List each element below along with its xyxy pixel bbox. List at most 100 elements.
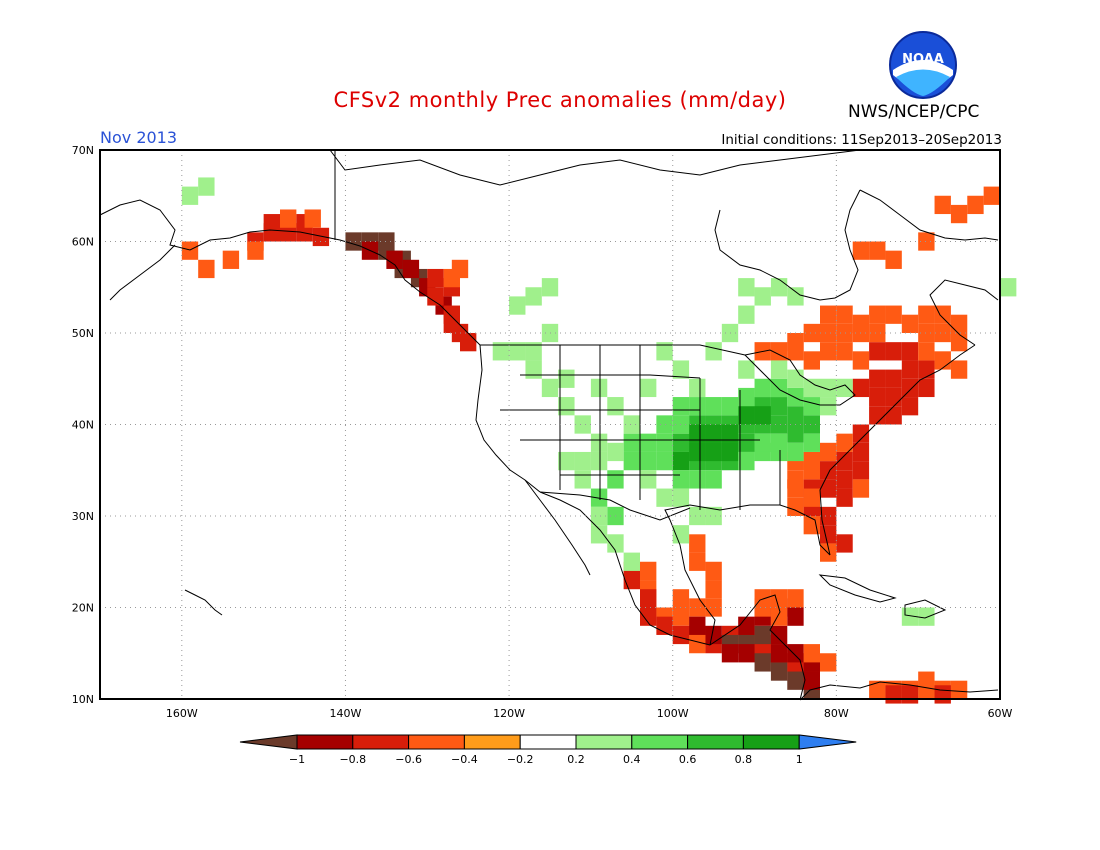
anomaly-cell-northeast-us — [852, 442, 870, 462]
anomaly-cell-central-us-darkgreen — [721, 442, 739, 462]
anomaly-cell-alaska-coast-orange — [451, 259, 469, 279]
anomaly-cell-northeast-us — [918, 360, 935, 379]
anomaly-cell-labrador-orange — [967, 195, 984, 215]
anomaly-cell-central-us-darkgreen — [689, 442, 706, 462]
anomaly-cell-bc-coast — [427, 287, 444, 306]
lat-tick-label: 20N — [72, 602, 94, 615]
anomaly-cell-northeast-us — [885, 342, 902, 361]
longitude-labels: 160W 140W 120W 100W 80W 60W — [166, 707, 1013, 720]
anomaly-cell-alaska-panhandle-dry — [386, 250, 403, 269]
colorbar-bin — [575, 734, 633, 750]
anomaly-cell-west-us-lightgreen — [656, 342, 673, 361]
anomaly-cell-southeast-orange — [803, 516, 820, 535]
anomaly-cell-west-us-lightgreen — [574, 451, 591, 471]
anomaly-cell-alaska-south-coast — [263, 214, 280, 233]
anomaly-cell-west-us-lightgreen — [787, 369, 804, 388]
coastline-cuba — [818, 574, 897, 603]
anomaly-cell-west-us-lightgreen — [607, 534, 624, 553]
anomaly-cell-central-america-darkred — [787, 644, 804, 663]
anomaly-cell-labrador-orange — [950, 204, 968, 224]
coastline-arctic — [329, 149, 861, 186]
anomaly-cell-quebec-orange — [950, 360, 968, 379]
coastline-alaska — [99, 199, 481, 346]
anomaly-cell-quebec-orange — [803, 323, 820, 343]
anomaly-cell-west-us-lightgreen — [541, 378, 559, 398]
anomaly-cell-northeast-us — [869, 406, 886, 425]
lon-tick-label: 140W — [330, 707, 362, 720]
graticule — [100, 150, 1000, 699]
anomaly-cell-yucatan-orange — [770, 589, 788, 608]
anomaly-cell-central-us-darkgreen — [672, 451, 690, 471]
anomaly-cell-alaska-panhandle — [378, 232, 395, 251]
anomaly-cell-central-america-darkred — [689, 616, 706, 635]
anomaly-cell-alaska-coast-orange — [222, 250, 240, 269]
anomaly-cell-northeast-us — [885, 406, 902, 425]
lat-tick-label: 40N — [72, 419, 94, 432]
anomaly-cell-great-plains-medgreen — [656, 415, 673, 434]
anomaly-cell-central-america-darkred — [803, 671, 820, 690]
anomaly-cell-west-us-lightgreen — [623, 552, 640, 571]
anomaly-cell-quebec-orange — [934, 351, 951, 370]
anomaly-cell-mexico-west-orange — [689, 534, 706, 553]
anomaly-cell-west-us-lightgreen — [525, 287, 542, 306]
anomaly-cell-great-plains-medgreen — [754, 378, 771, 398]
anomaly-cell-great-plains-medgreen — [738, 451, 755, 471]
anomaly-cell-labrador-orange — [869, 241, 886, 260]
anomaly-cell-west-us-lightgreen — [689, 506, 706, 526]
anomaly-cell-mexico-south-red — [640, 607, 657, 626]
anomaly-cell-great-plains-medgreen — [640, 451, 657, 471]
anomaly-cell-west-us-lightgreen — [820, 378, 837, 398]
coastline-hudson-bay — [714, 189, 861, 301]
anomaly-cell-west-us-lightgreen — [787, 287, 804, 306]
lat-tick-label: 50N — [72, 327, 94, 340]
anomaly-cell-west-us-lightgreen — [640, 470, 657, 489]
colorbar-label: 0.6 — [679, 753, 697, 766]
lat-tick-label: 30N — [72, 510, 94, 523]
anomaly-cell-alaska-coast-orange — [181, 241, 199, 260]
anomaly-cell-west-us-lightgreen — [590, 506, 608, 526]
anomaly-cell-great-plains-medgreen — [672, 397, 690, 416]
anomaly-cell-northeast-us — [885, 369, 902, 388]
anomaly-cell-west-us-lightgreen — [590, 451, 608, 471]
anomaly-cell-mexico-south-red — [623, 570, 640, 590]
anomaly-cell-bc-coast — [427, 268, 444, 288]
colorbar-label: 0.8 — [735, 753, 753, 766]
anomaly-cell-southeast-us — [836, 534, 853, 553]
anomaly-cell-west-us-lightgreen — [738, 360, 755, 379]
anomaly-cell-west-us-lightgreen — [558, 451, 575, 471]
anomaly-cell-west-us-lightgreen — [738, 278, 755, 297]
anomaly-cell-central-us-green — [803, 415, 820, 434]
anomaly-cell-west-us-lightgreen — [705, 342, 722, 361]
anomaly-cell-quebec-orange — [820, 323, 837, 343]
anomaly-cell-southeast-orange — [803, 451, 820, 471]
coastline-baja — [524, 479, 591, 576]
colorbar-bin — [296, 734, 354, 750]
anomaly-cell-quebec-orange — [950, 314, 968, 333]
anomaly-cell-southeast-orange — [820, 442, 837, 462]
forecast-month: Nov 2013 — [100, 128, 178, 147]
anomaly-cell-west-us-lightgreen — [689, 378, 706, 398]
coastline-south-america — [799, 681, 999, 701]
anomaly-cell-mexico-west-orange — [705, 598, 722, 617]
lat-tick-label: 10N — [72, 693, 94, 706]
anomaly-cell-great-plains-medgreen — [607, 470, 624, 489]
anomaly-cell-northeast-us — [901, 378, 919, 398]
colorbar-bin — [519, 734, 577, 750]
anomaly-cell-quebec-orange — [820, 342, 837, 361]
coastline-mexico-west — [539, 491, 711, 646]
anomaly-cell-west-us-lightgreen — [492, 342, 510, 361]
anomaly-cell-great-plains-medgreen — [754, 433, 771, 452]
coastline-hispaniola — [904, 599, 947, 619]
anomaly-cell-quebec-orange — [934, 323, 951, 343]
anomaly-cell-west-us-lightgreen — [509, 296, 526, 315]
anomaly-cell-great-plains-medgreen — [656, 451, 673, 471]
colorbar-label: −0.6 — [395, 753, 422, 766]
anomaly-cell-great-plains-medgreen — [721, 397, 739, 416]
anomaly-cells — [181, 177, 1017, 704]
anomaly-cell-west-us-lightgreen — [198, 177, 215, 196]
anomaly-cell-central-america-brown — [787, 671, 804, 690]
colorbar-label: −0.8 — [339, 753, 366, 766]
lon-tick-label: 160W — [166, 707, 198, 720]
anomaly-cell-quebec-orange — [803, 351, 820, 370]
coastline-gulf — [664, 504, 831, 646]
